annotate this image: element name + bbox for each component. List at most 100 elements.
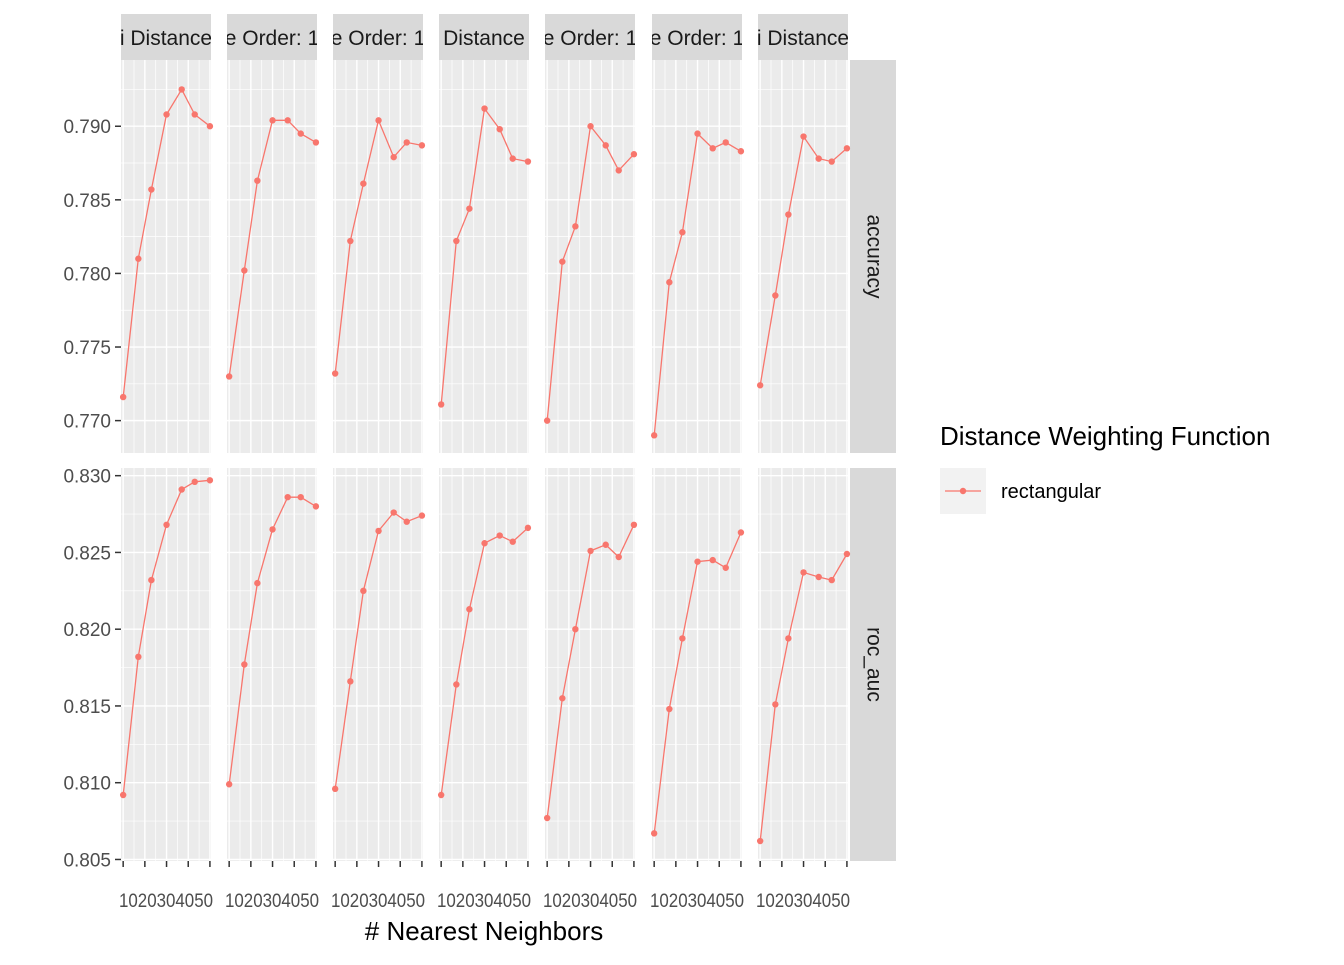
data-point (481, 105, 488, 112)
data-point (722, 564, 729, 571)
data-point (737, 148, 745, 155)
data-point (666, 279, 673, 286)
data-point (756, 837, 764, 845)
data-point (466, 205, 473, 212)
data-point (615, 553, 622, 561)
column-strip (121, 14, 211, 60)
x-tick-label: 1020304050 (119, 891, 213, 912)
data-point (148, 576, 155, 584)
data-point (375, 117, 382, 124)
column-strip-label-clip: e Order: 1 (225, 27, 320, 50)
data-point (284, 493, 291, 501)
y-tick-label: 0.815 (63, 697, 111, 718)
data-point (772, 292, 779, 299)
data-point (418, 512, 426, 519)
data-point (390, 153, 397, 161)
legend-item-label: rectangular (1001, 481, 1101, 503)
data-point (828, 158, 835, 165)
data-point (466, 606, 473, 613)
y-tick-label: 0.790 (63, 117, 111, 138)
data-point (694, 130, 701, 137)
data-point (375, 527, 382, 535)
data-point (815, 155, 822, 162)
data-point (843, 145, 851, 152)
data-point (206, 477, 214, 484)
data-point (572, 625, 579, 633)
column-strip (439, 14, 529, 60)
data-point (178, 86, 185, 93)
data-point (815, 573, 822, 581)
data-point (418, 142, 426, 149)
data-point (694, 558, 701, 565)
data-point (297, 493, 304, 501)
data-point (437, 401, 445, 408)
column-strip-label: e Order: 1 (543, 27, 638, 50)
data-point (509, 538, 516, 545)
row-strip (850, 468, 896, 861)
column-strip-label: e Order: 1 (225, 27, 320, 50)
y-tick-label: 0.770 (63, 412, 111, 433)
data-point (191, 478, 198, 486)
data-point (828, 576, 835, 584)
data-point (666, 705, 673, 713)
y-tick-label: 0.820 (63, 620, 111, 641)
data-point (615, 167, 622, 174)
x-tick-label: 1020304050 (650, 891, 744, 912)
y-tick-label: 0.825 (63, 543, 111, 564)
column-strip (652, 14, 742, 60)
data-point (800, 569, 807, 576)
row-strip (850, 60, 896, 453)
column-strip-label: i Distance (757, 27, 849, 50)
data-point (254, 579, 261, 587)
data-point (241, 267, 248, 274)
data-point (163, 521, 170, 529)
data-point (403, 139, 410, 146)
y-tick-label: 0.780 (63, 264, 111, 285)
data-point (737, 529, 745, 536)
data-point (119, 393, 127, 401)
column-strip-label: Distance (443, 27, 525, 50)
y-tick-label: 0.805 (63, 850, 111, 871)
data-point (587, 547, 594, 555)
x-tick-label: 1020304050 (225, 891, 319, 912)
data-point (709, 556, 716, 564)
y-tick-label: 0.775 (63, 338, 111, 359)
column-strip-label: e Order: 1 (650, 27, 745, 50)
y-tick-label: 0.785 (63, 191, 111, 212)
x-tick-label: 1020304050 (756, 891, 850, 912)
data-point (559, 258, 566, 265)
column-strip-label: i Distance (120, 27, 212, 50)
data-point (312, 503, 320, 510)
data-point (135, 653, 142, 661)
column-strip-label-clip: e Order: 1 (650, 27, 745, 50)
data-point (360, 180, 367, 187)
data-point (119, 791, 127, 799)
data-point (772, 701, 779, 708)
data-point (135, 255, 142, 262)
data-point (543, 417, 551, 424)
column-strip (227, 14, 317, 60)
column-strip-label-clip: e Order: 1 (333, 27, 423, 50)
data-point (843, 550, 851, 558)
data-point (206, 123, 214, 130)
data-point (800, 133, 807, 140)
data-point (572, 223, 579, 230)
data-point (254, 177, 261, 184)
data-point (241, 661, 248, 668)
data-point (630, 151, 638, 158)
data-point (284, 117, 291, 124)
data-point (347, 678, 354, 685)
data-point (496, 125, 503, 133)
data-point (722, 139, 729, 146)
data-point (785, 635, 792, 642)
data-point (602, 142, 609, 149)
data-point (403, 518, 410, 525)
column-strip (333, 14, 423, 60)
data-point (269, 526, 276, 533)
data-point (225, 373, 233, 380)
column-strip-label-clip: e Order: 1 (543, 27, 638, 50)
data-point (331, 370, 339, 377)
data-point (785, 211, 792, 218)
